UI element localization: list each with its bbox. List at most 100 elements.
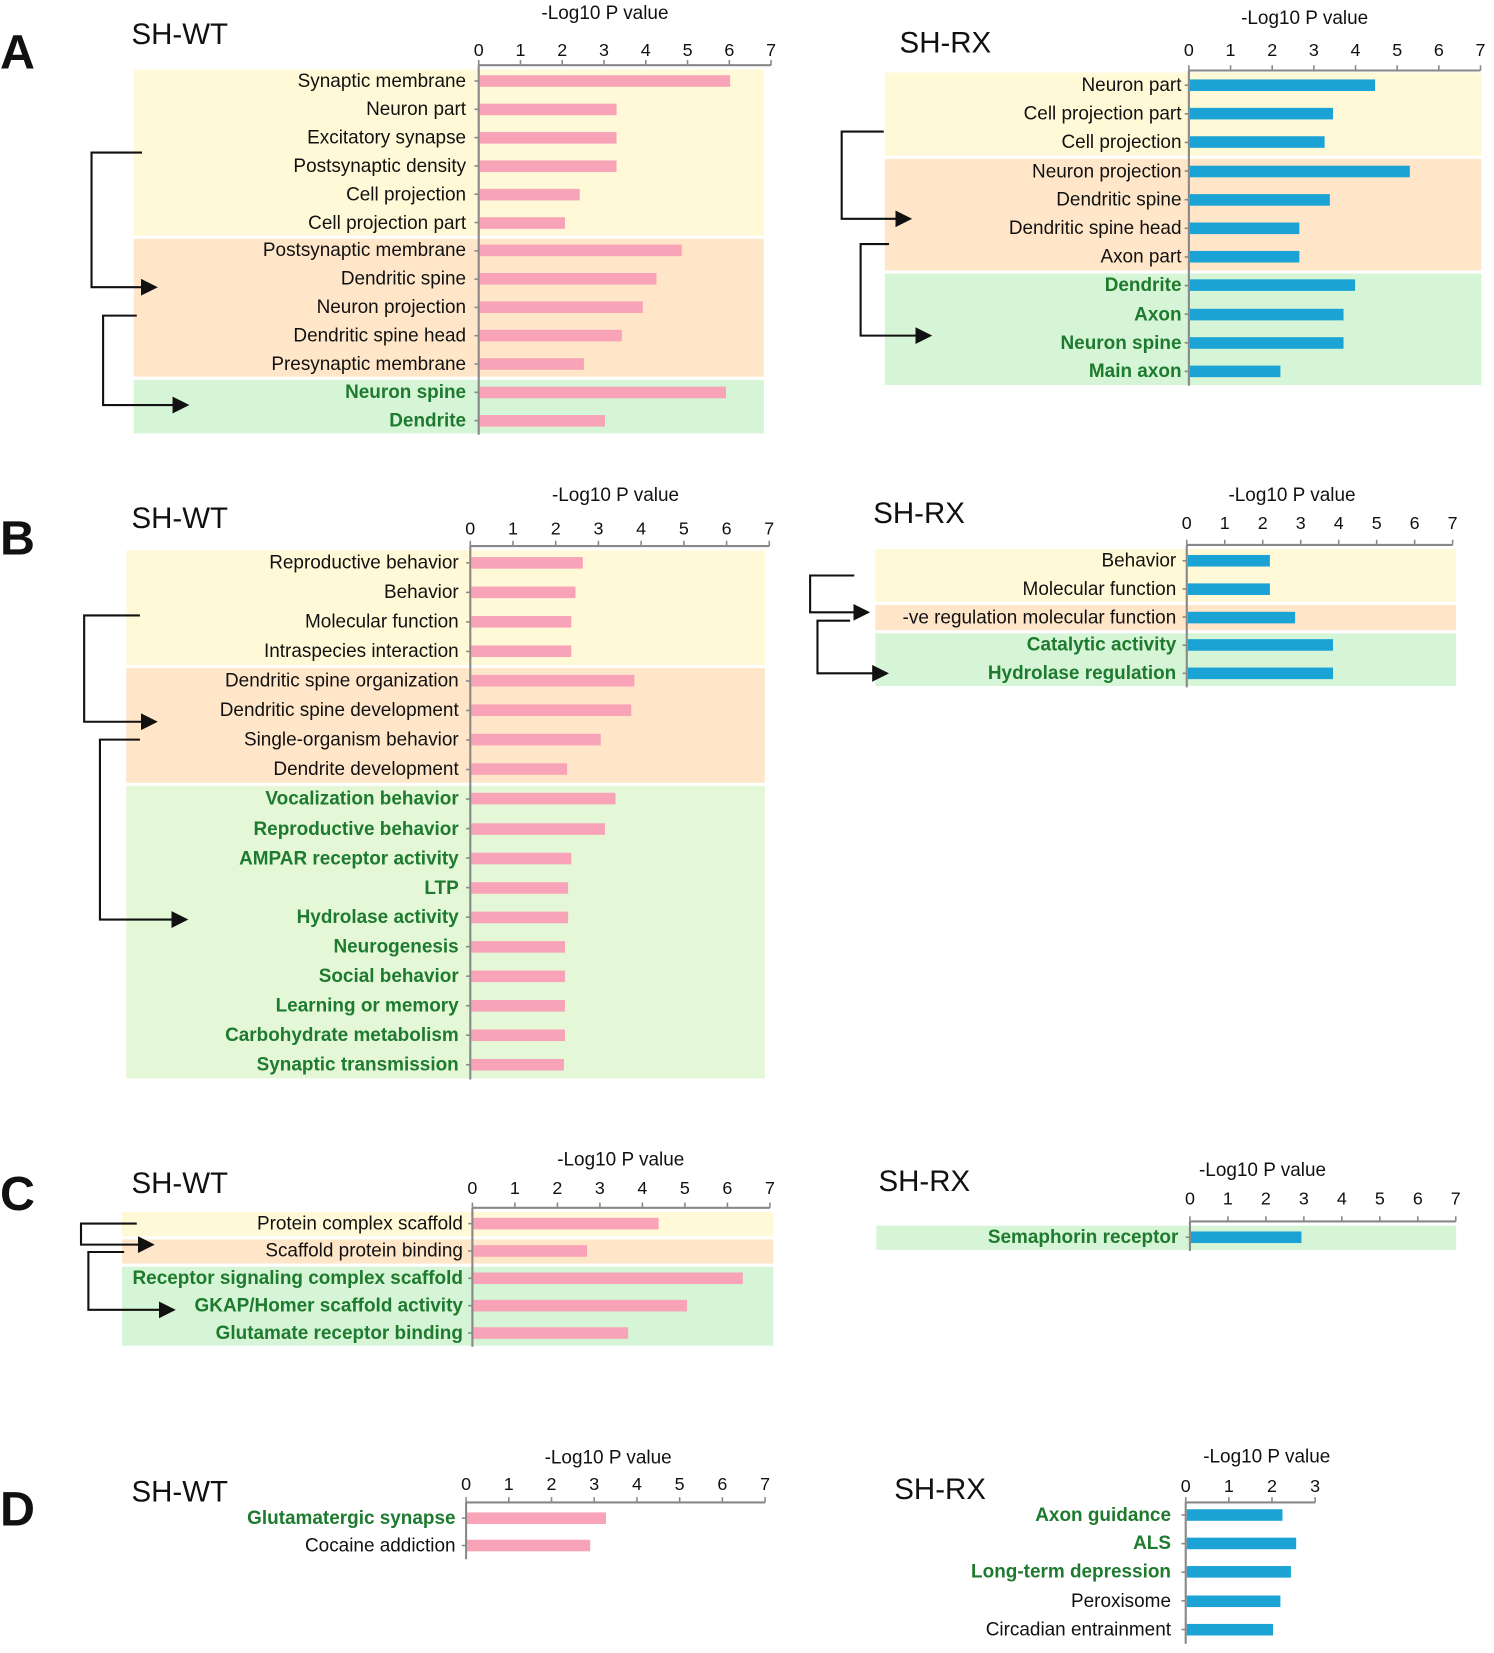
x-tick-label: 5: [1374, 1188, 1385, 1209]
x-tick-label: 6: [1412, 1188, 1423, 1209]
category-label: Intraspecies interaction: [263, 640, 459, 662]
group-background: [122, 1212, 774, 1237]
x-tick-label: 0: [1180, 1476, 1191, 1497]
x-tick-label: 1: [1219, 513, 1230, 534]
bar: [1186, 1566, 1291, 1579]
category-label: Catalytic activity: [1026, 634, 1177, 656]
category-label: Circadian entrainment: [985, 1618, 1171, 1640]
bar: [473, 1327, 629, 1339]
category-label: Scaffold protein binding: [265, 1239, 463, 1261]
bar: [471, 557, 583, 569]
x-tick-label: 2: [552, 1178, 563, 1199]
x-tick-label: 7: [764, 1178, 775, 1199]
group-background: [875, 633, 1457, 687]
x-axis-label: -Log10 P value: [551, 483, 680, 506]
x-tick-label: 7: [764, 518, 775, 539]
category-label: Dendritic spine organization: [225, 669, 459, 691]
chart-title: SH-WT: [131, 1475, 229, 1508]
bar: [1186, 1595, 1281, 1607]
arrow-icon: [79, 1222, 155, 1254]
x-tick-label: 7: [760, 1473, 771, 1494]
x-tick-label: 3: [593, 518, 604, 539]
bar: [1189, 308, 1344, 320]
x-tick-label: 5: [1371, 513, 1382, 534]
bar: [1187, 611, 1296, 623]
x-tick-label: 1: [1222, 1188, 1233, 1209]
x-axis-label: -Log10 P value: [1241, 7, 1369, 29]
x-tick-label: 0: [467, 1178, 478, 1199]
x-axis-label: -Log10 P value: [557, 1148, 685, 1170]
category-label: Cell projection: [1061, 131, 1182, 153]
group-background: [876, 1225, 1457, 1250]
x-tick-label: 7: [1447, 513, 1458, 534]
x-tick-label: 2: [1257, 513, 1268, 534]
category-label: Dendritic spine development: [219, 699, 459, 721]
group-background: [126, 668, 765, 784]
x-axis-label: -Log10 P value: [544, 1446, 672, 1468]
category-label: Hydrolase activity: [296, 906, 459, 928]
chart-title: SH-RX: [873, 496, 965, 530]
category-label: Axon part: [1100, 245, 1182, 267]
bar: [1189, 193, 1330, 206]
x-tick-label: 6: [1409, 513, 1420, 534]
x-tick-label: 6: [717, 1473, 728, 1494]
bar: [471, 1058, 565, 1071]
bar: [471, 1029, 565, 1042]
bar: [1189, 222, 1300, 235]
group-background: [884, 73, 1482, 156]
category-label: Neuron part: [366, 98, 467, 120]
bar: [479, 414, 606, 427]
category-label: Neuron spine: [345, 381, 467, 403]
x-tick-label: 0: [461, 1473, 472, 1494]
panel-letter: C: [0, 1165, 35, 1221]
category-label: Synaptic transmission: [256, 1053, 459, 1075]
category-label: Main axon: [1088, 360, 1182, 382]
category-label: Vocalization behavior: [265, 787, 459, 810]
bar: [479, 329, 622, 342]
x-tick-label: 6: [724, 39, 735, 60]
group-background: [875, 605, 1457, 631]
category-label: Neurogenesis: [333, 935, 459, 957]
category-label: Dendritic spine: [1056, 188, 1182, 210]
x-tick-label: 5: [674, 1473, 685, 1494]
x-tick-label: 7: [1475, 39, 1486, 60]
x-tick-label: 2: [546, 1473, 557, 1494]
bar: [473, 1217, 659, 1230]
bar: [479, 301, 643, 314]
category-label: Dendritic spine head: [293, 324, 467, 346]
category-label: Neuron part: [1081, 74, 1182, 96]
bar: [479, 75, 731, 87]
bar: [1186, 1537, 1297, 1550]
bar: [471, 793, 616, 805]
arrow-icon: [840, 130, 913, 228]
bar: [471, 704, 632, 717]
group-background: [875, 548, 1457, 602]
category-label: Excitatory synapse: [307, 126, 467, 148]
bar: [471, 645, 572, 658]
bar: [479, 358, 585, 370]
bar: [471, 852, 572, 864]
category-label: Postsynaptic membrane: [262, 239, 467, 261]
category-label: Postsynaptic density: [293, 154, 467, 176]
x-tick-label: 0: [1181, 513, 1192, 534]
x-axis-label: -Log10 P value: [541, 2, 669, 24]
x-tick-label: 1: [1223, 1476, 1234, 1497]
panel-letter: B: [0, 510, 35, 565]
x-tick-label: 1: [515, 39, 526, 60]
bar: [467, 1512, 606, 1524]
bar: [1187, 639, 1333, 651]
bar: [471, 616, 572, 628]
x-tick-label: 3: [1298, 1188, 1309, 1209]
category-label: GKAP/Homer scaffold activity: [194, 1294, 463, 1316]
bar: [1189, 336, 1344, 349]
x-tick-label: 3: [599, 39, 609, 60]
category-label: Learning or memory: [275, 994, 459, 1016]
category-label: ALS: [1133, 1532, 1171, 1554]
chart-title: SH-WT: [131, 501, 229, 535]
bar: [471, 911, 569, 923]
bar: [1189, 165, 1410, 177]
x-tick-label: 2: [550, 518, 561, 539]
category-label: Presynaptic membrane: [271, 352, 467, 375]
